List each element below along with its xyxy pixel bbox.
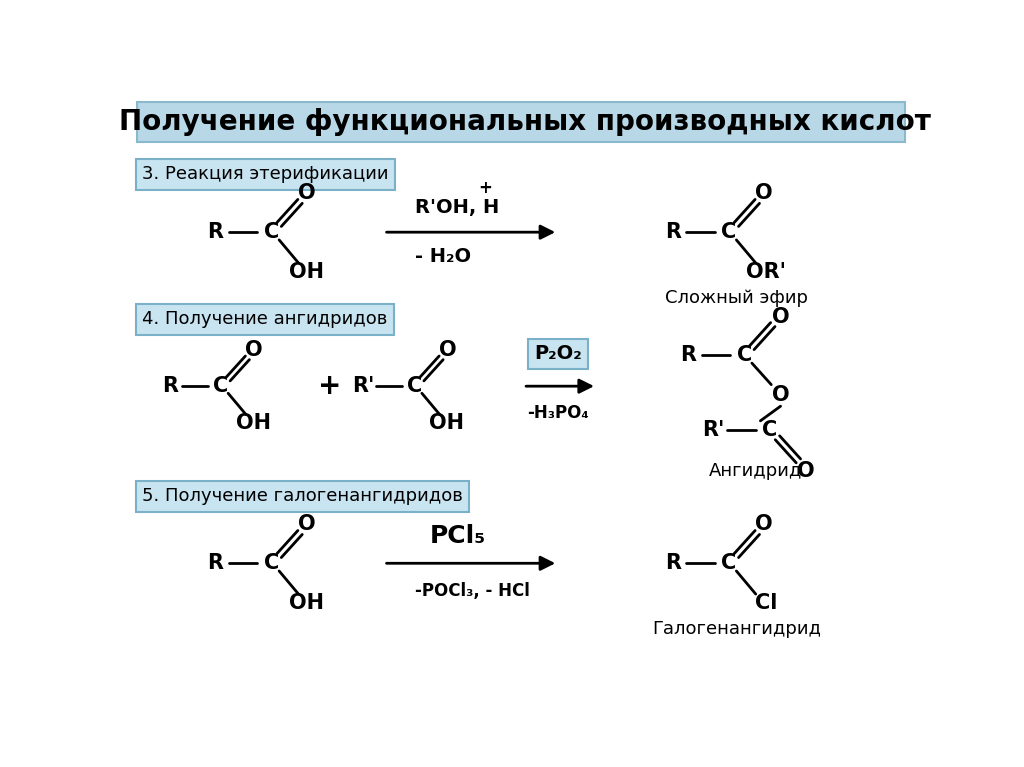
- Text: C: C: [736, 345, 752, 365]
- Text: C: C: [213, 376, 228, 397]
- Text: O: O: [438, 340, 457, 360]
- Text: O: O: [298, 514, 315, 534]
- Text: R: R: [208, 553, 223, 573]
- Text: R: R: [208, 222, 223, 242]
- Text: 5. Получение галогенангидридов: 5. Получение галогенангидридов: [142, 487, 463, 505]
- Text: Получение функциональных производных кислот: Получение функциональных производных кис…: [119, 108, 931, 136]
- Text: C: C: [264, 553, 279, 573]
- Text: O: O: [245, 340, 262, 360]
- Text: R: R: [680, 345, 696, 365]
- Text: C: C: [721, 553, 736, 573]
- Text: OH: OH: [236, 413, 270, 433]
- Text: OH: OH: [289, 262, 324, 282]
- Text: R: R: [162, 376, 178, 397]
- Text: R': R': [352, 376, 375, 397]
- Text: O: O: [756, 183, 773, 203]
- Text: O: O: [298, 183, 315, 203]
- Text: O: O: [756, 514, 773, 534]
- Text: R: R: [665, 553, 681, 573]
- Text: Галогенангидрид: Галогенангидрид: [652, 620, 821, 637]
- Text: R'OH, H: R'OH, H: [415, 198, 499, 217]
- Text: -POCl₃, - HCl: -POCl₃, - HCl: [415, 582, 529, 600]
- Text: 4. Получение ангидридов: 4. Получение ангидридов: [142, 310, 387, 328]
- Text: Ангидрид: Ангидрид: [709, 462, 803, 480]
- Text: +: +: [317, 372, 341, 400]
- Text: +: +: [478, 179, 493, 197]
- Text: OH: OH: [289, 594, 324, 614]
- Text: - H₂O: - H₂O: [415, 247, 471, 266]
- Text: C: C: [408, 376, 422, 397]
- Text: R: R: [665, 222, 681, 242]
- Text: P₂O₂: P₂O₂: [535, 344, 582, 364]
- Text: Сложный эфир: Сложный эфир: [665, 288, 808, 307]
- Text: PCl₅: PCl₅: [430, 524, 486, 548]
- Text: C: C: [762, 420, 777, 440]
- Text: O: O: [798, 461, 815, 481]
- Text: OR': OR': [745, 262, 785, 282]
- Text: -H₃PO₄: -H₃PO₄: [527, 404, 589, 422]
- Text: O: O: [772, 386, 790, 406]
- Text: C: C: [721, 222, 736, 242]
- Text: OH: OH: [429, 413, 464, 433]
- Text: R': R': [701, 420, 724, 440]
- Text: O: O: [772, 307, 790, 327]
- Text: C: C: [264, 222, 279, 242]
- Text: Cl: Cl: [755, 594, 777, 614]
- FancyBboxPatch shape: [137, 102, 904, 142]
- Text: 3. Реакция этерификации: 3. Реакция этерификации: [142, 166, 388, 183]
